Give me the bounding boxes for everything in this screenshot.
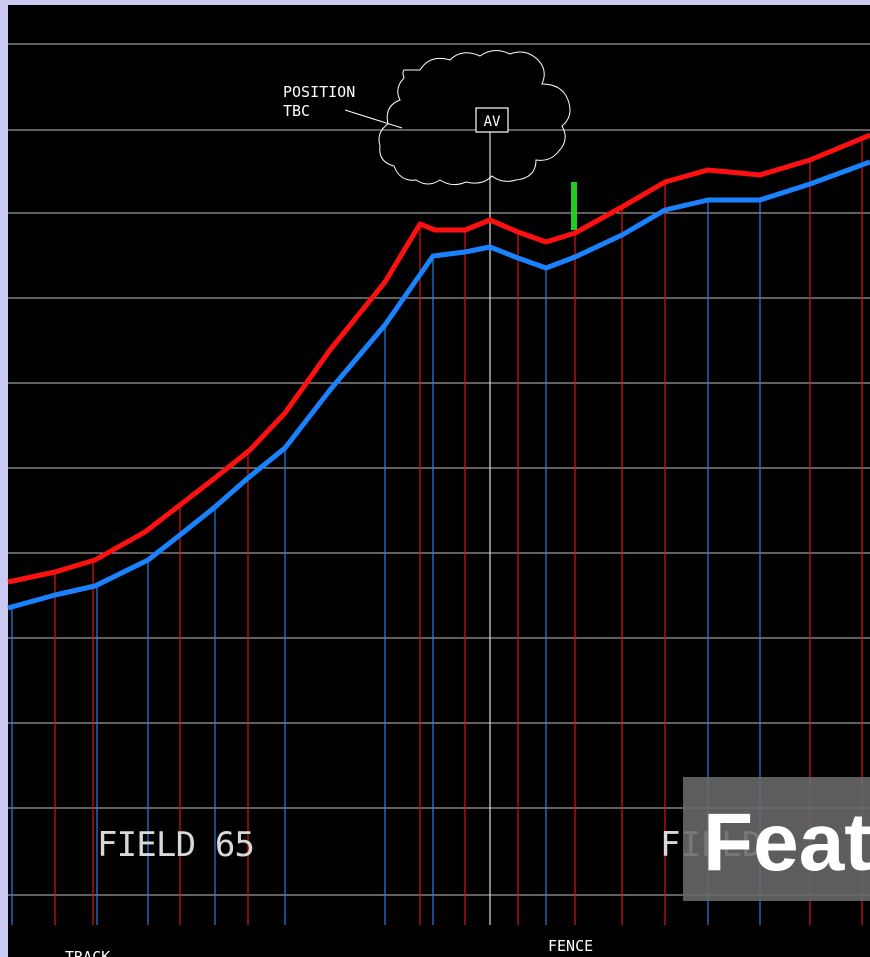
field-left-label: FIELD 65 [97, 825, 255, 865]
blue-profile [7, 159, 870, 611]
track-label: TRACK [65, 948, 110, 957]
av-label: AV [484, 114, 501, 130]
overlay-text: Feat [703, 797, 870, 888]
cloud [378, 50, 571, 186]
position-label: POSITION [283, 83, 355, 101]
leader-line [344, 109, 403, 129]
fence-label: FENCE [548, 937, 593, 955]
overlay-box [683, 777, 870, 901]
av-box [475, 107, 509, 133]
tbc-label: TBC [283, 102, 310, 120]
red-verticals [54, 138, 863, 925]
red-profile [7, 132, 870, 585]
green-marker [571, 182, 577, 230]
